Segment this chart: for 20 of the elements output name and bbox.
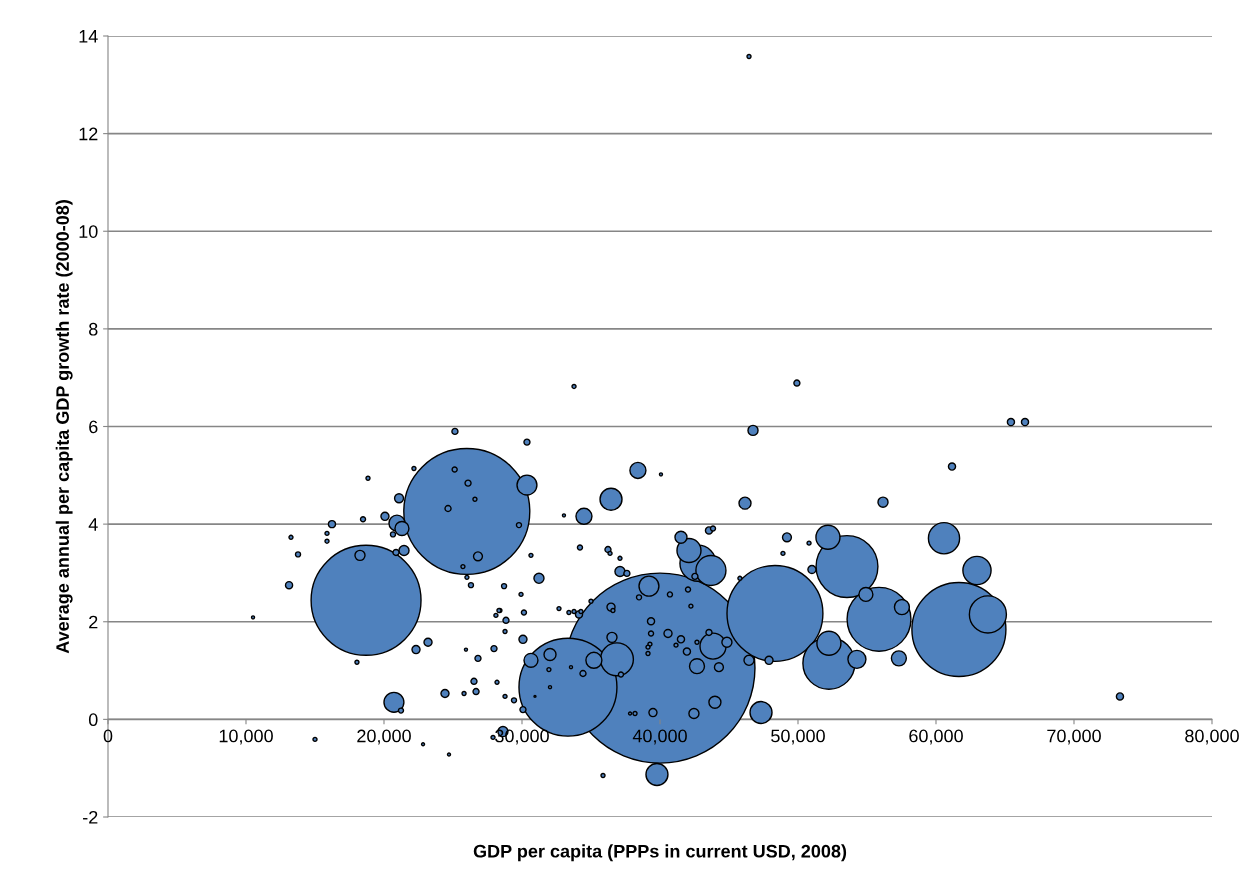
x-tick-label: 30,000 [495, 729, 549, 745]
y-axis-title: Average annual per capita GDP growth rate (2000-08) [55, 200, 73, 654]
y-tick-label: 4 [88, 518, 98, 531]
x-tick-label: 80,000 [1185, 729, 1239, 745]
x-tick-label: 70,000 [1047, 729, 1101, 745]
y-tick-label: 8 [89, 322, 98, 336]
y-tick-label: 0 [88, 713, 98, 727]
x-axis-title: GDP per capita (PPPs in current USD, 2008) [473, 844, 847, 862]
x-tick-label: 20,000 [357, 729, 411, 745]
x-tick-label: 0 [103, 729, 113, 743]
x-tick-label: 60,000 [909, 729, 963, 745]
x-tick-label: 40,000 [632, 729, 687, 745]
y-tick-label: 10 [79, 225, 98, 238]
y-tick-label: -2 [83, 810, 98, 824]
y-tick-label: 12 [79, 127, 98, 141]
y-tick-label: 6 [89, 420, 98, 434]
y-tick-label: 14 [79, 30, 98, 43]
x-tick-label: 50,000 [771, 729, 825, 745]
y-tick-label: 2 [89, 615, 98, 629]
x-tick-label: 10,000 [219, 729, 273, 745]
